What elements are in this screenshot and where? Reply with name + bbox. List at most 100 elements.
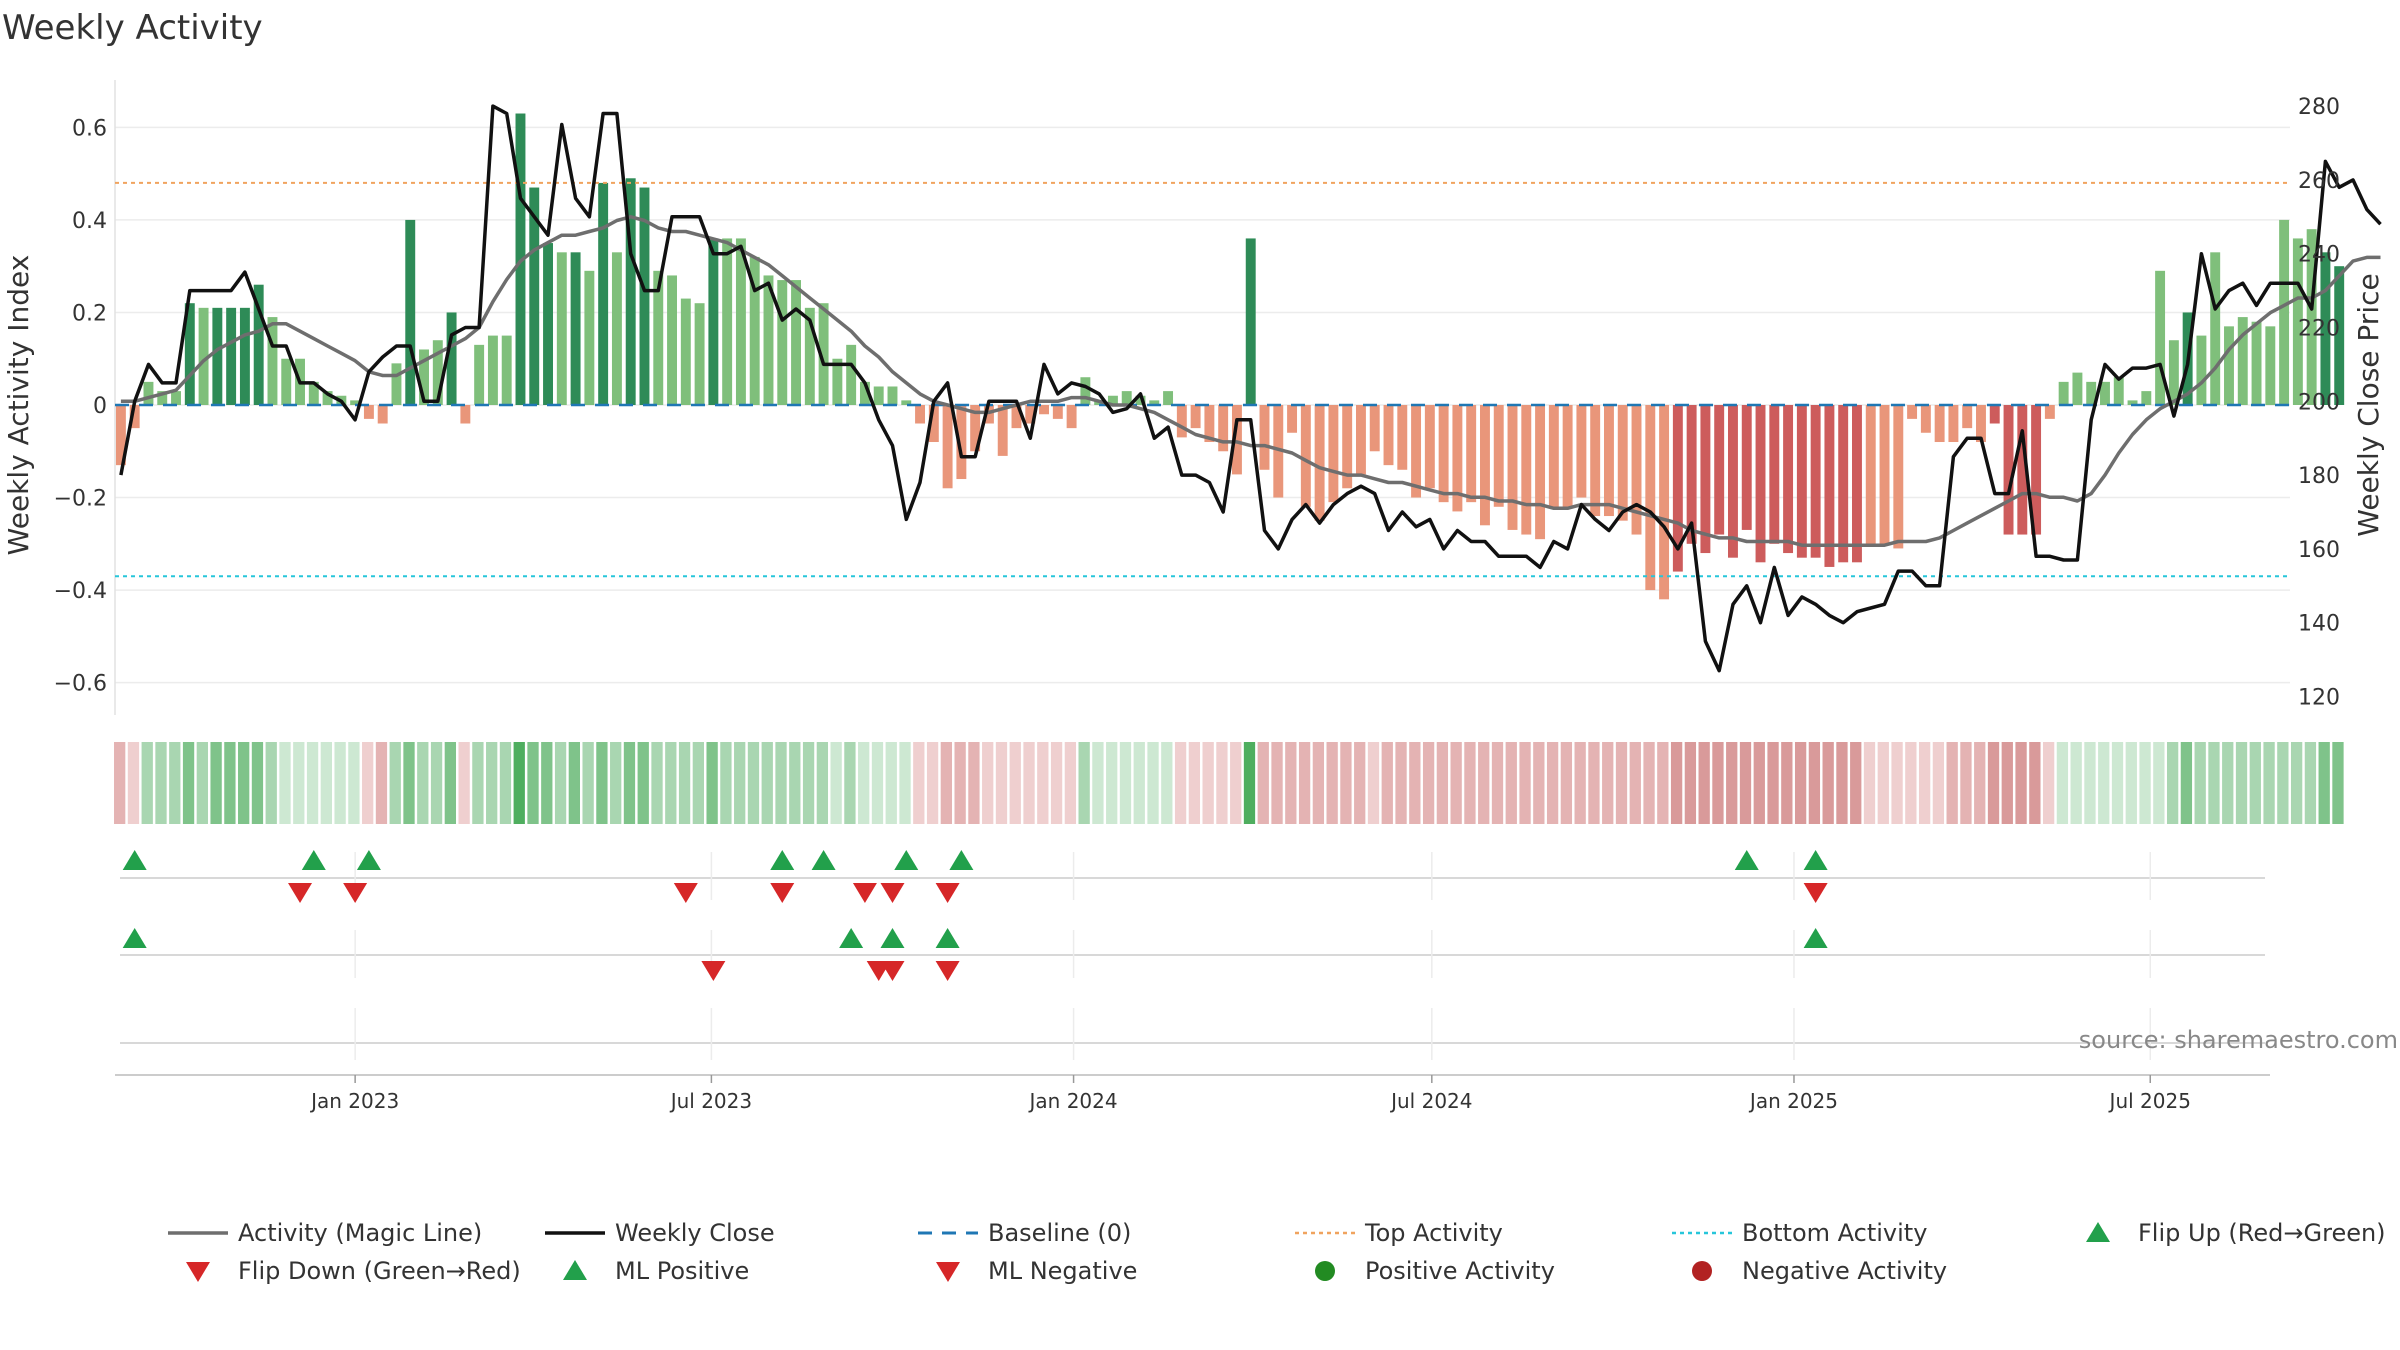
activity-bar [2196, 335, 2207, 405]
heat-cell [2029, 742, 2041, 824]
heat-cell [1684, 742, 1697, 824]
y2-axis-label: Weekly Close Price [2352, 273, 2385, 536]
heat-cell [320, 742, 332, 824]
activity-bar [1507, 405, 1518, 530]
ml-negative-marker [880, 961, 905, 981]
activity-bar [942, 405, 953, 489]
heat-cell [444, 742, 456, 824]
activity-bar [1796, 405, 1807, 558]
heat-cell [1367, 742, 1380, 824]
activity-bar [2100, 381, 2110, 405]
heat-cell [224, 742, 236, 824]
heat-cell [417, 742, 429, 824]
activity-bar [763, 275, 774, 405]
activity-bar [1548, 405, 1559, 507]
activity-bar [253, 284, 264, 405]
activity-bar [2003, 405, 2014, 535]
x-axis-ticks: Jan 2023 Jul 2023 Jan 2024 Jul 2024 Jan 2025… [309, 1075, 2191, 1113]
heat-cell [1381, 742, 1393, 824]
y2-tick-label: 140 [2298, 612, 2340, 637]
activity-bar [446, 312, 457, 405]
heat-cell [623, 742, 636, 824]
activity-bar [1369, 405, 1380, 452]
y2-tick-label: 120 [2298, 686, 2340, 711]
heat-cell [389, 742, 401, 824]
heat-cell [513, 742, 525, 824]
activity-bar [2086, 381, 2097, 405]
activity-bar [1521, 405, 1532, 535]
activity-bar [804, 307, 815, 405]
x-tick-label: Jul 2024 [1389, 1089, 1472, 1113]
activity-bar [873, 386, 884, 405]
activity-bar [363, 405, 374, 419]
legend-swatch [1692, 1261, 1712, 1281]
flip-down-marker [852, 883, 877, 903]
activity-bar [267, 317, 278, 405]
y2-tick-label: 260 [2298, 169, 2340, 194]
heat-cell [1092, 742, 1104, 824]
heat-cell [306, 742, 319, 824]
activity-bar [1755, 405, 1766, 563]
activity-bar [818, 303, 829, 405]
heat-cell [913, 742, 925, 824]
heat-cell [871, 742, 884, 824]
activity-bar [2155, 270, 2166, 405]
activity-bar [1714, 405, 1725, 535]
activity-bar [1576, 405, 1587, 498]
activity-bar [308, 381, 319, 405]
legend-label: Bottom Activity [1742, 1219, 1927, 1247]
heat-cell [568, 742, 580, 824]
activity-bar [1107, 395, 1118, 405]
heat-cell [210, 742, 222, 824]
activity-bar [115, 405, 126, 466]
activity-bar [598, 182, 609, 405]
ml-positive-marker [880, 928, 905, 948]
activity-bar [832, 358, 843, 405]
ml-positive-marker [839, 928, 864, 948]
source-label: source: sharemaestro.com [2079, 1026, 2398, 1054]
heat-cell [775, 742, 787, 824]
legend-label: ML Positive [615, 1257, 749, 1285]
activity-bar [1686, 405, 1697, 544]
activity-bar [1328, 405, 1339, 503]
heat-cell [1670, 742, 1683, 824]
heat-cell [1574, 742, 1586, 824]
activity-bar [1025, 405, 1036, 424]
flip-up-marker [894, 850, 919, 870]
activity-bar [322, 391, 333, 405]
legend-swatch [936, 1262, 960, 1282]
heat-cell [1946, 742, 1958, 824]
activity-bar [1783, 405, 1794, 554]
heat-cell [1354, 742, 1366, 824]
heat-cell [844, 742, 856, 824]
ml-positive-marker [1803, 928, 1828, 948]
heat-cell [2001, 742, 2013, 824]
heat-cell [1298, 742, 1311, 824]
activity-bar [1438, 405, 1449, 503]
weekly-close-line [119, 104, 2382, 673]
heat-cell [1781, 742, 1793, 824]
activity-bar [2251, 321, 2262, 405]
legend-label: Flip Up (Red→Green) [2138, 1219, 2386, 1247]
y-tick-label: −0.2 [54, 487, 107, 512]
heat-cell [527, 742, 539, 824]
heat-cell [2332, 742, 2344, 824]
activity-bar [859, 381, 870, 405]
heat-cell [334, 742, 346, 824]
activity-bar [2072, 372, 2083, 405]
legend-label: Negative Activity [1742, 1257, 1947, 1285]
activity-bar [708, 238, 719, 405]
activity-bar [846, 344, 857, 405]
y-axis-label: Weekly Activity Index [2, 255, 35, 556]
heat-cell [582, 742, 594, 824]
activity-bar [1824, 405, 1835, 567]
activity-bar [983, 405, 994, 424]
activity-bar [1479, 405, 1490, 526]
activity-bar [1672, 405, 1683, 572]
activity-bar [1976, 405, 1986, 443]
activity-bar [2265, 326, 2276, 405]
heat-cell [995, 742, 1008, 824]
heat-cell [1436, 742, 1449, 824]
heat-cell [279, 742, 291, 824]
